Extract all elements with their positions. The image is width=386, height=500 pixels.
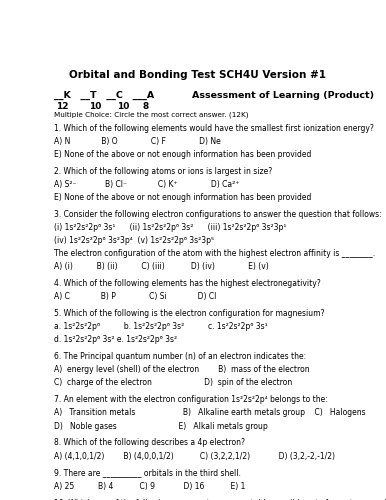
Text: E) None of the above or not enough information has been provided: E) None of the above or not enough infor… bbox=[54, 193, 312, 202]
Text: 2. Which of the following atoms or ions is largest in size?: 2. Which of the following atoms or ions … bbox=[54, 166, 273, 175]
Text: 10: 10 bbox=[117, 102, 129, 112]
Text: 10: 10 bbox=[89, 102, 101, 112]
Text: Assessment of Learning (Product): Assessment of Learning (Product) bbox=[192, 91, 374, 100]
Text: The electron configuration of the atom with the highest electron affinity is ___: The electron configuration of the atom w… bbox=[54, 249, 375, 258]
Text: A)   Transition metals                    B)   Alkaline earth metals group    C): A) Transition metals B) Alkaline earth m… bbox=[54, 408, 366, 418]
Text: 8: 8 bbox=[142, 102, 149, 112]
Text: A) (i)          B) (ii)          C) (iii)           D) (iv)              E) (v): A) (i) B) (ii) C) (iii) D) (iv) E) (v) bbox=[54, 262, 269, 271]
Text: Orbital and Bonding Test SCH4U Version #1: Orbital and Bonding Test SCH4U Version #… bbox=[69, 70, 326, 80]
Text: A) (4,1,0,1/2)        B) (4,0,0,1/2)           C) (3,2,2,1/2)            D) (3,2: A) (4,1,0,1/2) B) (4,0,0,1/2) C) (3,2,2,… bbox=[54, 452, 335, 460]
Text: __K   __T   __C   ___A: __K __T __C ___A bbox=[54, 91, 154, 100]
Text: 4. Which of the following elements has the highest electronegativity?: 4. Which of the following elements has t… bbox=[54, 279, 321, 288]
Text: 7. An element with the electron configuration 1s²2s²2p⁴ belongs to the:: 7. An element with the electron configur… bbox=[54, 396, 328, 404]
Text: 10. Which one of the following represents an acceptable possible set of quantum : 10. Which one of the following represent… bbox=[54, 498, 386, 500]
Text: 6. The Principal quantum number (n) of an electron indicates the:: 6. The Principal quantum number (n) of a… bbox=[54, 352, 306, 361]
Text: C)  charge of the electron                      D)  spin of the electron: C) charge of the electron D) spin of the… bbox=[54, 378, 293, 388]
Text: D)   Noble gases                          E)   Alkali metals group: D) Noble gases E) Alkali metals group bbox=[54, 422, 268, 430]
Text: A) C             B) P              C) Si             D) Cl: A) C B) P C) Si D) Cl bbox=[54, 292, 217, 301]
Text: A) S²⁻            B) Cl⁻             C) K⁺              D) Ca²⁺: A) S²⁻ B) Cl⁻ C) K⁺ D) Ca²⁺ bbox=[54, 180, 240, 188]
Text: 3. Consider the following electron configurations to answer the question that fo: 3. Consider the following electron confi… bbox=[54, 210, 382, 219]
Text: A)  energy level (shell) of the electron        B)  mass of the electron: A) energy level (shell) of the electron … bbox=[54, 366, 310, 374]
Text: (i) 1s²2s²2p⁶ 3s¹      (ii) 1s²2s²2p⁶ 3s²      (iii) 1s²2s²2p⁶ 3s²3p¹: (i) 1s²2s²2p⁶ 3s¹ (ii) 1s²2s²2p⁶ 3s² (ii… bbox=[54, 223, 287, 232]
Text: 5. Which of the following is the electron configuration for magnesium?: 5. Which of the following is the electro… bbox=[54, 309, 325, 318]
Text: a. 1s²2s²2p⁶          b. 1s²2s²2p⁶ 3s²          c. 1s²2s²2p⁶ 3s¹: a. 1s²2s²2p⁶ b. 1s²2s²2p⁶ 3s² c. 1s²2s²2… bbox=[54, 322, 268, 331]
Text: 1. Which of the following elements would have the smallest first ionization ener: 1. Which of the following elements would… bbox=[54, 124, 374, 132]
Text: A) 25          B) 4           C) 9            D) 16           E) 1: A) 25 B) 4 C) 9 D) 16 E) 1 bbox=[54, 482, 245, 490]
Text: 12: 12 bbox=[56, 102, 68, 112]
Text: (iv) 1s²2s²2p⁶ 3s²3p⁴  (v) 1s²2s²2p⁶ 3s²3p⁵: (iv) 1s²2s²2p⁶ 3s²3p⁴ (v) 1s²2s²2p⁶ 3s²3… bbox=[54, 236, 214, 245]
Text: Multiple Choice: Circle the most correct answer. (12K): Multiple Choice: Circle the most correct… bbox=[54, 112, 249, 118]
Text: 8. Which of the following describes a 4p electron?: 8. Which of the following describes a 4p… bbox=[54, 438, 245, 448]
Text: A) N             B) O              C) F              D) Ne: A) N B) O C) F D) Ne bbox=[54, 136, 221, 145]
Text: E) None of the above or not enough information has been provided: E) None of the above or not enough infor… bbox=[54, 150, 312, 158]
Text: d. 1s²2s²2p⁶ 3s² e. 1s²2s²2p⁶ 3s²: d. 1s²2s²2p⁶ 3s² e. 1s²2s²2p⁶ 3s² bbox=[54, 336, 177, 344]
Text: 9. There are __________ orbitals in the third shell.: 9. There are __________ orbitals in the … bbox=[54, 468, 241, 477]
